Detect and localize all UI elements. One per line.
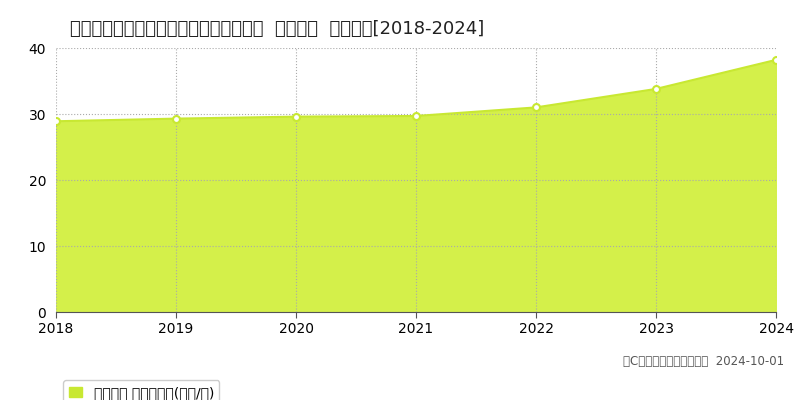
Text: 茨城県つくば市学園の森２丁目２９番３  基準地価  地価推移[2018-2024]: 茨城県つくば市学園の森２丁目２９番３ 基準地価 地価推移[2018-2024] [70,20,485,38]
Text: （C）土地価格ドットコム  2024-10-01: （C）土地価格ドットコム 2024-10-01 [623,355,784,368]
Legend: 基準地価 平均坪単価(万円/坪): 基準地価 平均坪単価(万円/坪) [63,380,219,400]
